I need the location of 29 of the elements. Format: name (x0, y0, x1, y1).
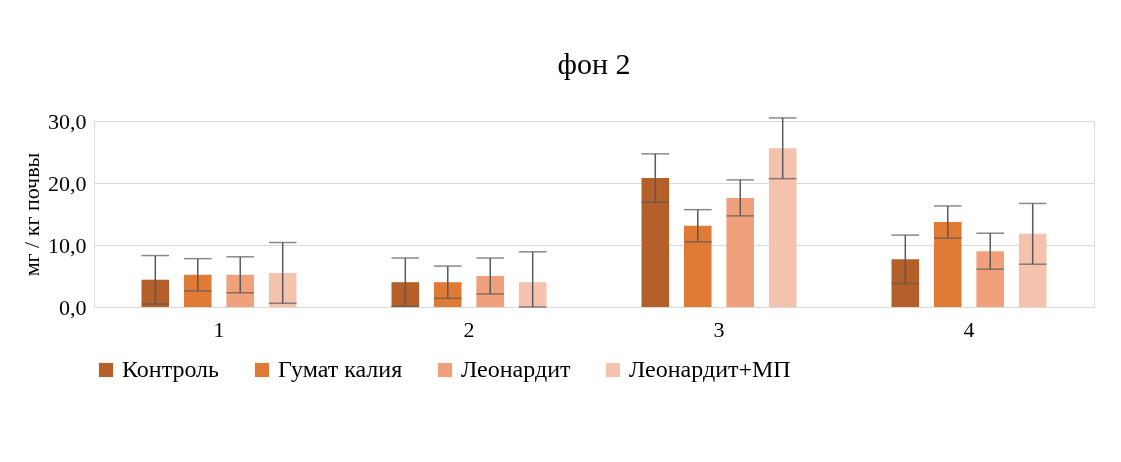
bar (726, 197, 755, 307)
bar (433, 282, 462, 307)
y-tick-label: 0,0 (59, 294, 87, 320)
bar (933, 222, 962, 307)
bar (976, 251, 1005, 307)
bar (183, 274, 212, 307)
bar (891, 259, 920, 307)
x-tick-label: 1 (213, 316, 225, 342)
legend-label: Контроль (122, 356, 220, 382)
legend-label: Гумат калия (278, 356, 403, 382)
legend-label: Леонардит (461, 356, 571, 382)
bar (1018, 233, 1047, 307)
x-tick-label: 4 (963, 316, 975, 342)
bar (518, 282, 547, 307)
bar (641, 178, 670, 307)
y-tick-label: 20,0 (48, 170, 87, 196)
bar (768, 148, 797, 307)
x-tick-label: 3 (713, 316, 725, 342)
bar (683, 225, 712, 307)
legend-label: Леонардит+МП (629, 356, 791, 382)
y-axis-title: мг / кг почвы (19, 152, 44, 277)
bar (226, 274, 255, 307)
x-tick-label: 2 (463, 316, 475, 342)
y-tick-label: 10,0 (48, 232, 87, 258)
bar (141, 279, 170, 307)
chart-title: фон 2 (557, 47, 631, 80)
bar (391, 282, 420, 307)
y-tick-label: 30,0 (48, 108, 87, 134)
bar (268, 272, 297, 307)
